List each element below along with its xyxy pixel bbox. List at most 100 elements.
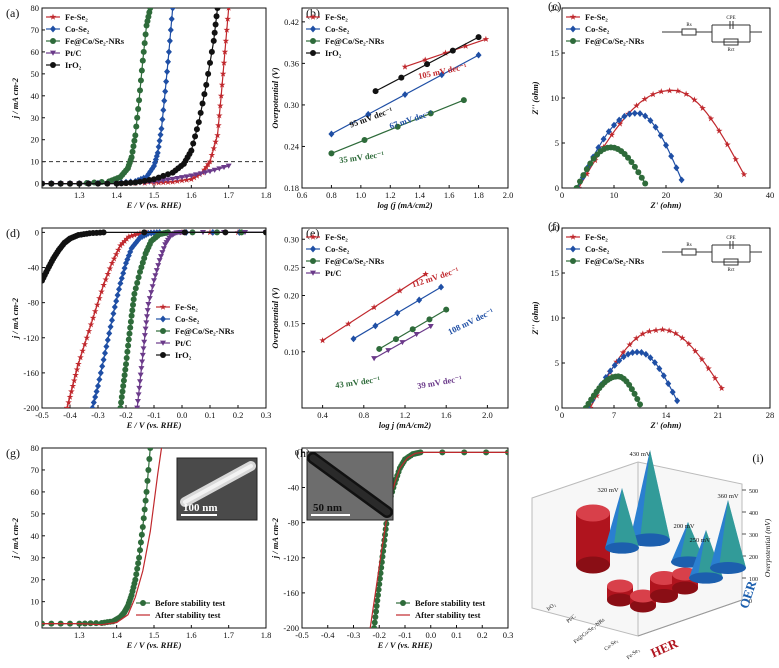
y-tick-label: 0.20 [284, 291, 299, 301]
data-point [208, 48, 215, 55]
data-point [131, 290, 138, 297]
y-tick-label: 40 [31, 91, 40, 101]
slope-annotation: 43 mV dec⁻¹ [335, 374, 382, 390]
series-group [42, 228, 266, 408]
data-point [188, 173, 195, 179]
data-point [89, 404, 96, 408]
data-point [100, 281, 107, 288]
z-axis-label: Overpotential (mV) [763, 518, 772, 577]
data-point [116, 285, 122, 293]
data-point [422, 270, 429, 277]
data-point [376, 581, 383, 588]
data-point [117, 242, 124, 249]
data-point [642, 112, 649, 120]
oer-cone-base [710, 562, 746, 574]
circuit-inset: Rs CPE Rct [662, 16, 762, 53]
data-point [147, 448, 154, 451]
data-point [718, 384, 725, 391]
x-tick-label: 0.0 [425, 630, 436, 640]
data-point [401, 63, 409, 70]
x-axis-label: Z' (ohm) [650, 200, 682, 210]
data-point [139, 359, 146, 365]
scale-label: 100 nm [183, 502, 218, 514]
data-point [75, 360, 82, 367]
x-tick-label: 0.2 [233, 410, 244, 420]
legend-label: Co-Se₂ [585, 244, 610, 254]
data-point [628, 386, 635, 393]
circuit-label: Rs [686, 243, 691, 248]
x-tick-label: 0.1 [451, 630, 462, 640]
data-point [361, 137, 368, 144]
series-group [369, 449, 508, 628]
y-axis-label: j / mA cm-2 [270, 517, 280, 560]
data-point [371, 356, 378, 362]
data-point [141, 229, 148, 236]
data-point [109, 316, 115, 324]
legend-marker [160, 328, 166, 334]
y-tick-label: 0.30 [284, 234, 299, 244]
series-group [328, 34, 490, 157]
data-point [637, 110, 643, 117]
data-point [669, 388, 676, 396]
data-point [217, 92, 225, 99]
data-point [427, 110, 434, 117]
data-point [482, 35, 490, 42]
data-point [613, 358, 620, 365]
series-line [42, 8, 174, 185]
her-bar [576, 513, 610, 565]
plot-frame [301, 7, 509, 189]
y-tick-label: -160 [23, 368, 39, 378]
data-point [438, 283, 445, 291]
data-point [659, 326, 666, 333]
data-point [123, 361, 129, 368]
data-point [129, 148, 136, 155]
data-point [157, 131, 164, 139]
y-tick-label: 0.24 [284, 141, 300, 151]
data-point [104, 336, 111, 344]
data-point [79, 347, 86, 354]
legend-marker [310, 258, 316, 264]
legend-label: Pt/C [325, 268, 342, 278]
x-tick-label: 14 [662, 410, 671, 420]
data-point [137, 178, 143, 185]
x-tick-label: 0.1 [205, 410, 216, 420]
data-point [394, 123, 401, 130]
data-point [372, 322, 379, 330]
legend-label: Fe@Co/Se₂-NRs [325, 36, 385, 46]
data-point [183, 174, 190, 180]
nanorod-core [309, 454, 391, 516]
data-point [375, 586, 382, 593]
data-point [129, 307, 136, 314]
data-point [226, 8, 231, 11]
data-point [156, 137, 163, 145]
data-point [90, 399, 97, 406]
data-point [707, 115, 715, 122]
data-point [135, 105, 142, 112]
category-label: Fe-Se₂ [626, 647, 641, 661]
data-point [740, 171, 748, 178]
data-point [225, 163, 232, 169]
plot-frame [41, 227, 267, 409]
data-point [110, 255, 118, 262]
data-point [133, 571, 140, 578]
data-point [168, 15, 175, 23]
data-point [169, 8, 176, 12]
slope-annotation: 95 mV dec⁻¹ [348, 105, 394, 130]
y-axis-label: Z'' (ohm) [530, 301, 540, 335]
data-point [195, 119, 202, 126]
data-point [174, 175, 181, 182]
data-point [70, 377, 78, 384]
data-point [97, 369, 104, 377]
data-point [657, 132, 664, 139]
her-bar-base [672, 581, 698, 595]
data-point [140, 515, 147, 522]
y-tick-label: 30 [31, 113, 40, 123]
data-point [616, 120, 624, 127]
data-point [374, 597, 381, 604]
y-tick-label: 20 [551, 3, 560, 13]
z-tick-label: 400 [749, 511, 758, 517]
data-point [145, 466, 152, 473]
series-group [582, 326, 725, 408]
data-point [128, 154, 135, 161]
data-point [162, 87, 169, 95]
